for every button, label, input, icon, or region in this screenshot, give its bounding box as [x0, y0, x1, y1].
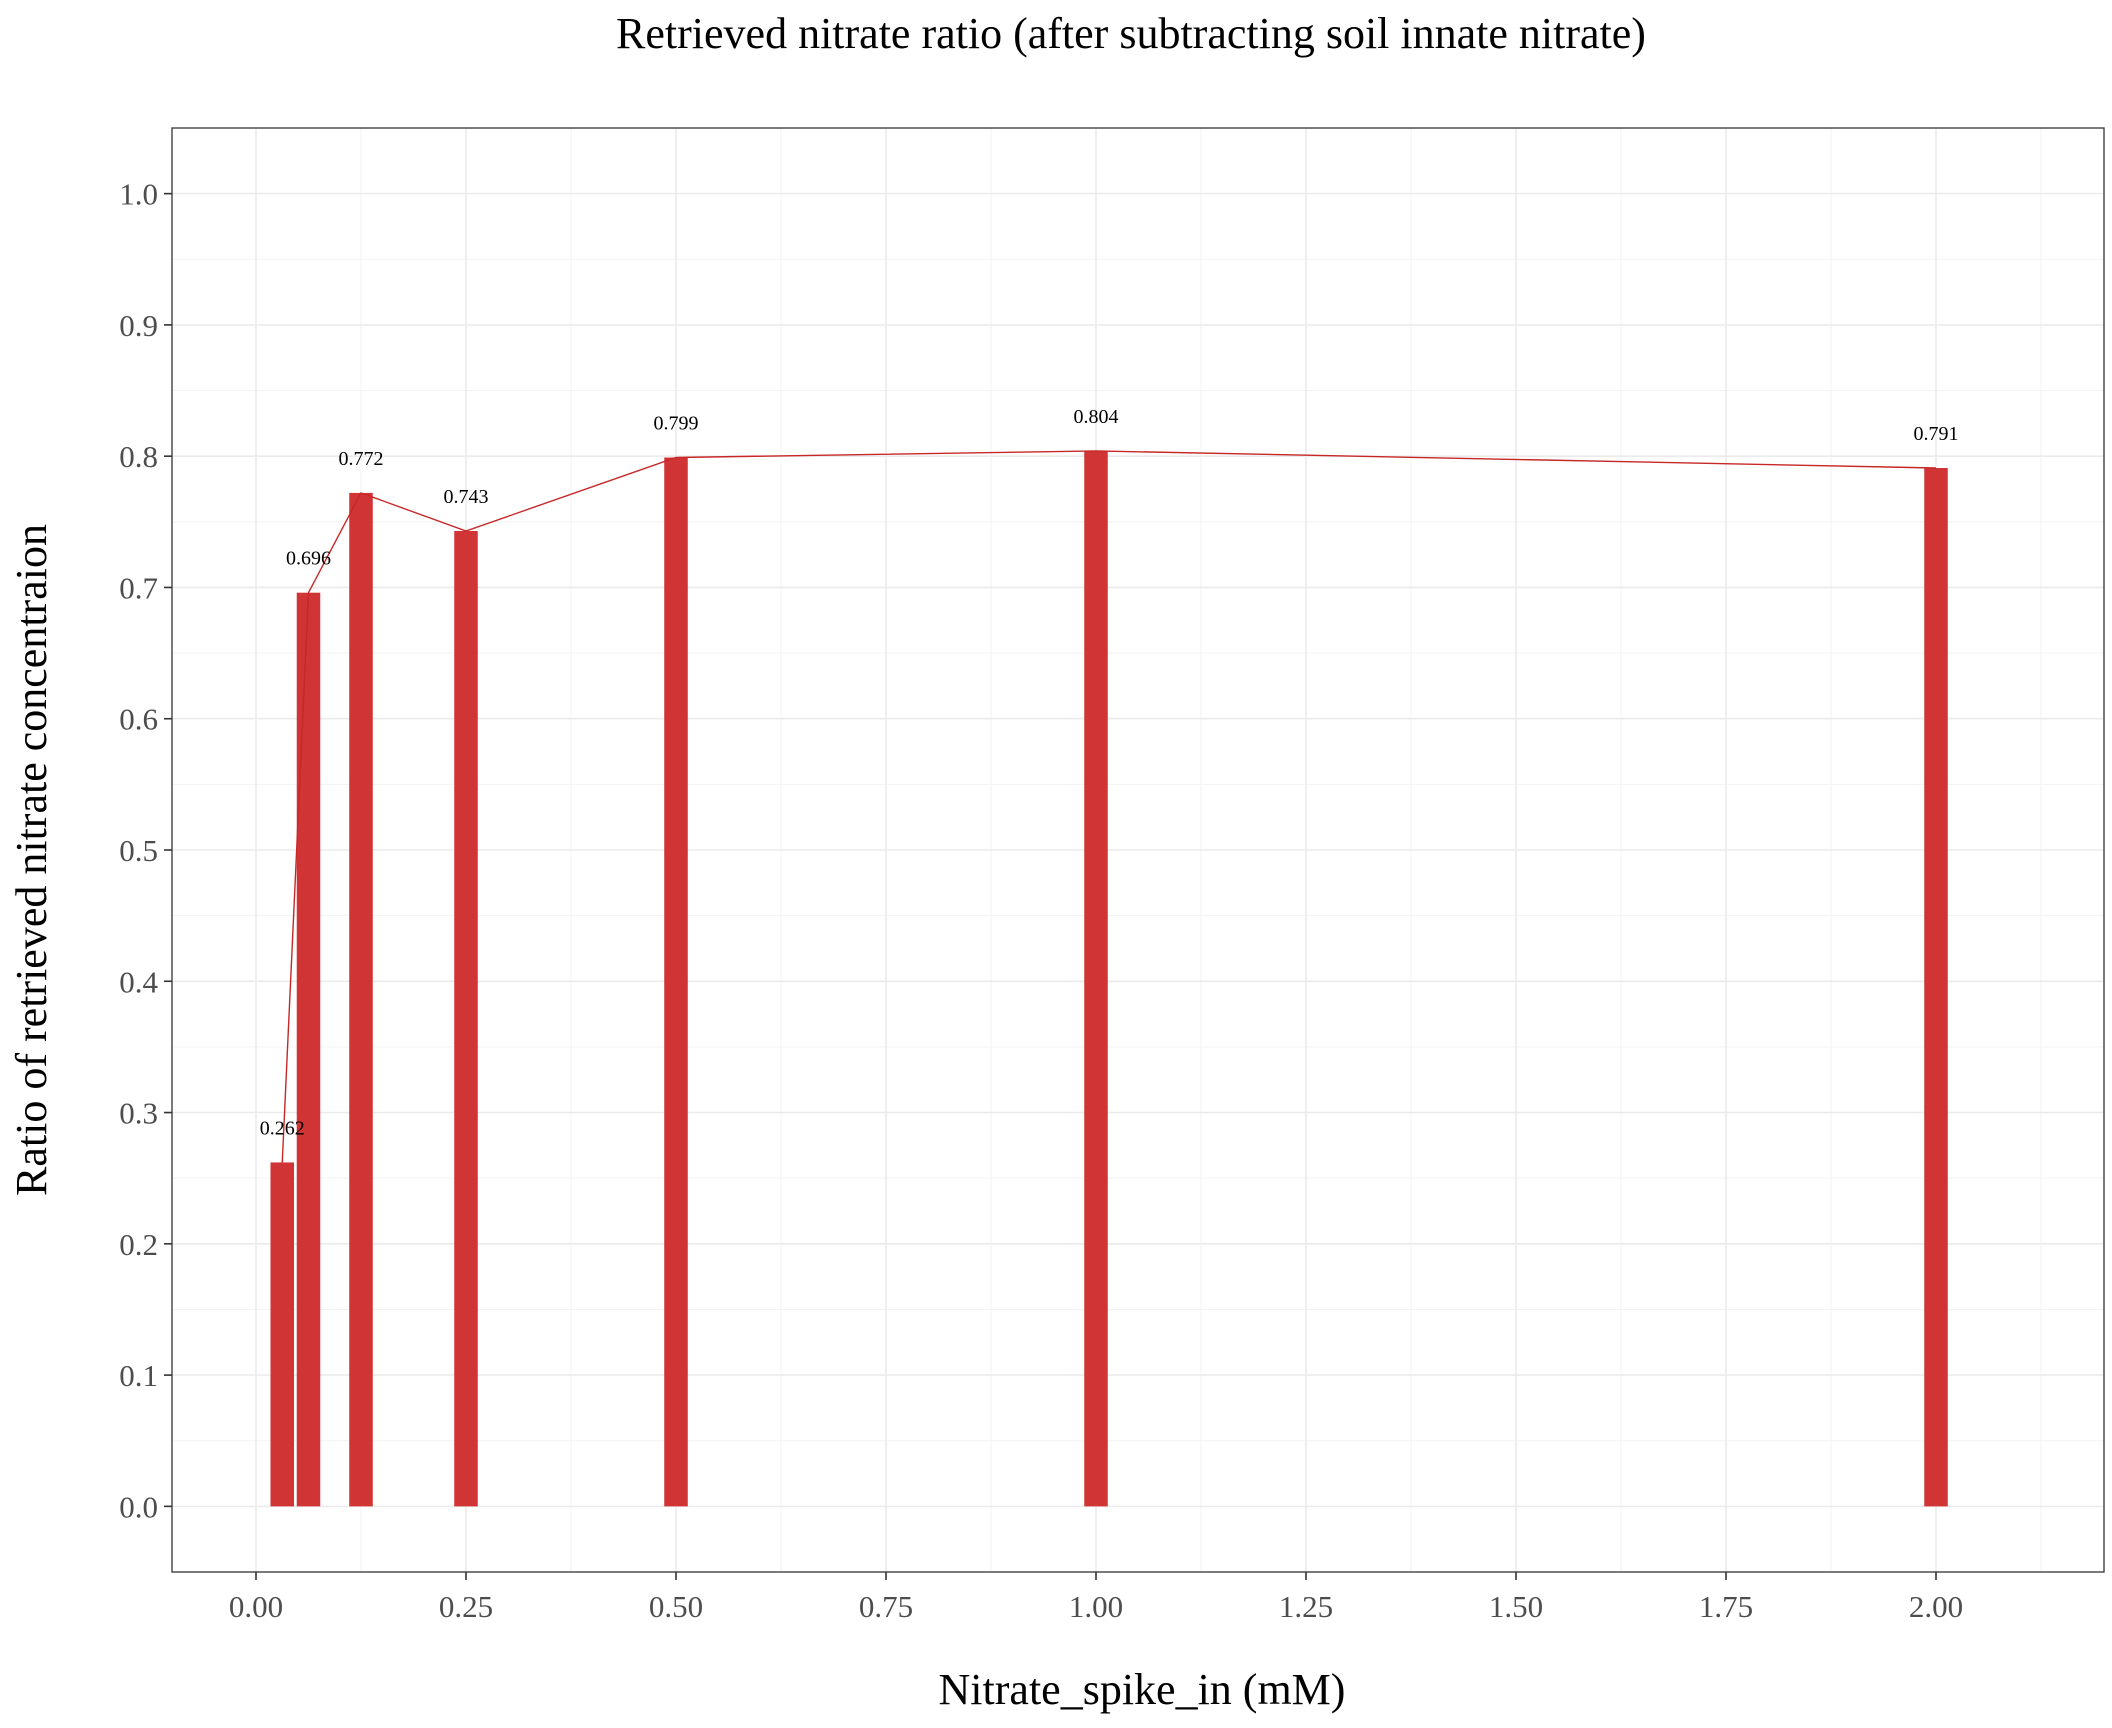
bar [1084, 450, 1108, 1507]
y-tick-label: 0.9 [119, 308, 158, 343]
trend-line [281, 450, 1937, 1163]
x-tick-label: 1.75 [1699, 1589, 1753, 1624]
bar [296, 592, 321, 1507]
data-label: 0.743 [444, 486, 489, 508]
y-tick-label: 1.0 [119, 177, 158, 212]
data-label: 0.696 [286, 548, 331, 570]
y-tick-label: 0.5 [119, 833, 158, 868]
grid [172, 128, 2104, 1572]
data-label: 0.799 [654, 412, 699, 434]
x-tick-label: 1.25 [1279, 1589, 1333, 1624]
data-labels: 0.262 0.696 0.772 0.743 0.799 0.804 0.791 [260, 406, 1959, 1139]
x-tick-label: 2.00 [1909, 1589, 1963, 1624]
y-tick-label: 0.8 [119, 439, 158, 474]
y-tick-label: 0.3 [119, 1096, 158, 1131]
bar [664, 457, 688, 1507]
y-tick-label: 0.2 [119, 1227, 158, 1262]
chart-title: Retrieved nitrate ratio (after subtracti… [616, 9, 1646, 58]
data-label: 0.804 [1074, 406, 1119, 428]
data-label: 0.772 [339, 448, 384, 470]
y-tick-label: 0.6 [119, 702, 158, 737]
x-axis-title: Nitrate_spike_in (mM) [939, 1665, 1346, 1714]
y-tick-label: 0.7 [119, 570, 158, 605]
bar [454, 531, 478, 1507]
x-tick-label: 0.00 [229, 1589, 283, 1624]
x-tick-label: 0.25 [439, 1589, 493, 1624]
data-label: 0.791 [1914, 423, 1959, 445]
x-tick-label: 0.75 [859, 1589, 913, 1624]
x-tick-label: 1.00 [1069, 1589, 1123, 1624]
y-tick-label: 0.1 [119, 1358, 158, 1393]
x-tick-label: 1.50 [1489, 1589, 1543, 1624]
data-label: 0.262 [260, 1117, 305, 1139]
bars [270, 450, 1948, 1507]
bar [1924, 467, 1948, 1507]
x-axis: 0.00 0.25 0.50 0.75 1.00 1.25 1.50 1.75 2.00 [229, 1572, 1963, 1624]
bar [349, 492, 373, 1507]
y-axis: 0.0 0.1 0.2 0.3 0.4 0.5 0.6 0.7 0.8 0.9 1.0 [119, 177, 172, 1524]
y-tick-label: 0.0 [119, 1489, 158, 1524]
y-tick-label: 0.4 [119, 964, 158, 999]
trend-line-path [281, 450, 1937, 1163]
bar [270, 1162, 295, 1507]
x-tick-label: 0.50 [649, 1589, 703, 1624]
y-axis-title: Ratio of retrieved nitrate concentraion [7, 524, 56, 1196]
